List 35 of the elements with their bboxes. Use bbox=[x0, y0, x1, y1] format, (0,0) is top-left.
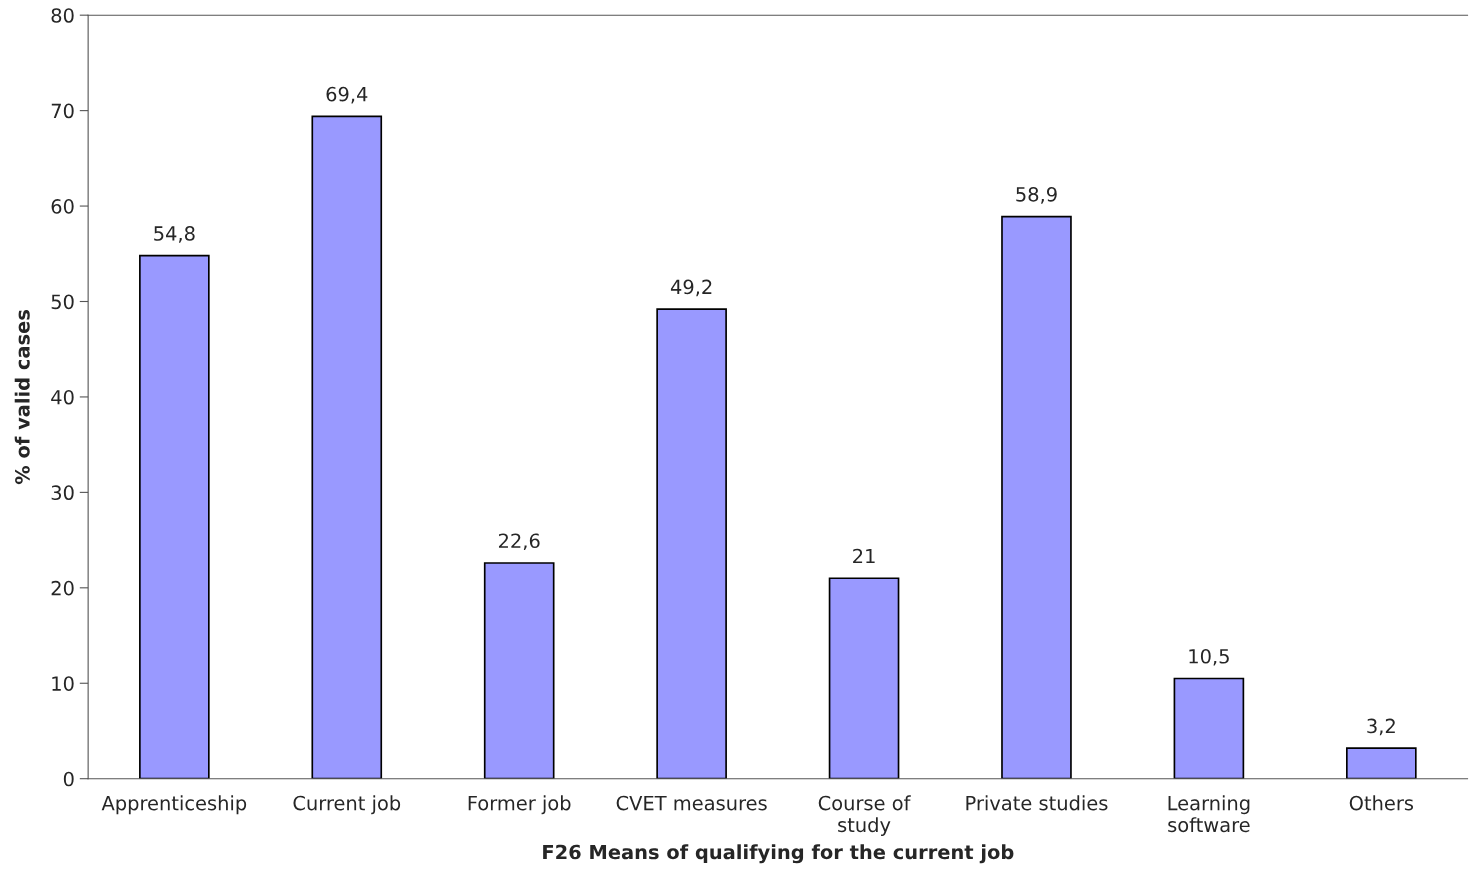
y-tick-label: 0 bbox=[63, 771, 74, 787]
y-tick-label: 70 bbox=[51, 103, 74, 119]
y-tick-label: 30 bbox=[51, 485, 74, 501]
bar bbox=[828, 577, 900, 779]
x-tick-label: Apprenticeship bbox=[101, 795, 247, 815]
y-tick-label: 10 bbox=[52, 676, 74, 691]
x-tick-label: Course of study bbox=[818, 795, 911, 836]
x-tick-label: CVET measures bbox=[616, 795, 767, 811]
bar bbox=[1173, 677, 1245, 779]
y-tick-label: 60 bbox=[51, 199, 74, 214]
bar bbox=[483, 562, 555, 779]
bar bbox=[311, 115, 383, 779]
data-label: 21 bbox=[853, 548, 875, 564]
x-tick-label: Former job bbox=[468, 795, 571, 815]
y-tick-label: 50 bbox=[51, 294, 74, 310]
data-label: 49,2 bbox=[670, 279, 712, 297]
y-tick-label: 20 bbox=[51, 580, 74, 596]
data-label: 22,6 bbox=[498, 533, 540, 551]
data-label: 3,2 bbox=[1367, 718, 1395, 736]
x-axis-title: F26 Means of qualifying for the current job bbox=[543, 844, 1014, 864]
data-label: 10,5 bbox=[1189, 648, 1229, 666]
x-tick-label: Others bbox=[1349, 795, 1414, 811]
bar bbox=[1345, 747, 1417, 779]
bar bbox=[656, 308, 727, 779]
y-axis-title: % of valid cases bbox=[14, 310, 30, 485]
data-label: 69,4 bbox=[326, 86, 368, 104]
x-tick-label: Private studies bbox=[966, 795, 1108, 811]
x-tick-label: Current job bbox=[293, 795, 401, 815]
bar bbox=[139, 254, 210, 779]
bar bbox=[1001, 215, 1072, 779]
y-tick-label: 80 bbox=[51, 8, 74, 23]
x-tick-label: Learning software bbox=[1168, 795, 1250, 833]
y-tick-label: 40 bbox=[51, 389, 74, 405]
data-label: 54,8 bbox=[154, 226, 195, 243]
data-label: 58,9 bbox=[1016, 186, 1057, 204]
